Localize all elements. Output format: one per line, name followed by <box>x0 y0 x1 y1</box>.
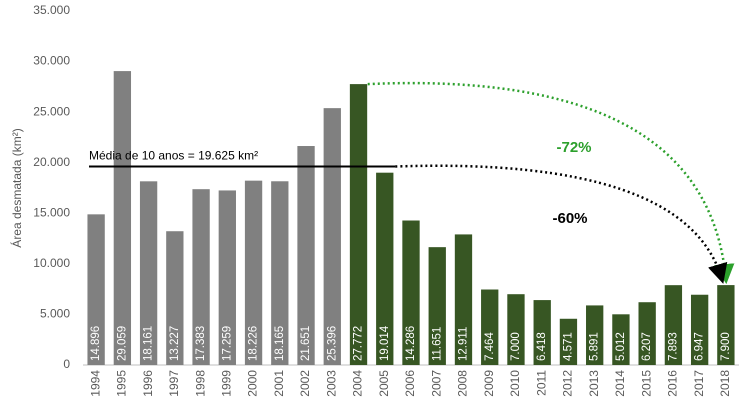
x-tick-label: 1997 <box>167 370 181 397</box>
value-label: 6.207 <box>641 332 653 361</box>
x-tick-label: 2004 <box>351 370 365 397</box>
bar <box>349 84 368 366</box>
x-tick-label: 2009 <box>482 370 496 397</box>
x-tick-label: 1999 <box>219 370 233 397</box>
y-tick-label: 25.000 <box>33 104 70 118</box>
value-label: 6.418 <box>536 332 548 361</box>
bar <box>218 190 236 365</box>
y-tick-label: 30.000 <box>33 54 70 68</box>
bar <box>166 231 184 365</box>
bar <box>664 285 683 365</box>
x-tick-label: 2013 <box>587 370 601 397</box>
x-tick-label: 2016 <box>666 370 680 397</box>
value-label: 7.000 <box>510 332 522 361</box>
bar <box>323 108 341 365</box>
value-label: 21.651 <box>300 326 312 361</box>
y-tick-label: 5.000 <box>40 307 70 321</box>
value-label: 18.165 <box>274 326 286 361</box>
value-label: 5.012 <box>615 332 627 361</box>
bar <box>139 181 158 365</box>
value-label: 18.226 <box>248 326 260 361</box>
x-tick-label: 2011 <box>534 370 548 396</box>
value-label: 7.900 <box>720 332 732 361</box>
x-tick-label: 2010 <box>508 370 522 397</box>
bar <box>454 234 473 365</box>
y-tick-label: 10.000 <box>33 256 70 270</box>
arrow-label: -60% <box>552 210 587 227</box>
x-tick-label: 1998 <box>193 370 207 397</box>
y-axis-title: Área desmatada (km²) <box>9 128 24 247</box>
value-label: 5.891 <box>589 332 601 361</box>
x-tick-label: 2008 <box>456 370 470 397</box>
x-tick-label: 2002 <box>298 370 312 397</box>
x-tick-label: 2014 <box>613 370 627 397</box>
bar <box>297 146 315 365</box>
bar <box>690 294 709 365</box>
x-tick-label: 2001 <box>272 370 286 397</box>
x-tick-label: 2012 <box>561 370 575 397</box>
value-label: 6.947 <box>694 332 706 361</box>
bar <box>192 189 210 365</box>
x-tick-label: 2007 <box>429 370 443 397</box>
value-label: 4.571 <box>562 332 574 361</box>
x-tick-label: 2018 <box>718 370 732 397</box>
bar <box>402 220 420 365</box>
bar <box>428 247 446 365</box>
value-label: 27.772 <box>353 326 365 361</box>
value-label: 29.059 <box>116 326 128 361</box>
y-tick-label: 35.000 <box>33 3 70 17</box>
bar <box>533 300 551 365</box>
bar <box>586 305 604 365</box>
y-tick-label: 20.000 <box>33 155 70 169</box>
bar <box>507 294 525 365</box>
y-tick-label: 15.000 <box>33 205 70 219</box>
x-tick-label: 2015 <box>639 370 653 397</box>
bar <box>559 318 578 365</box>
value-label: 7.893 <box>667 332 679 361</box>
value-label: 18.161 <box>143 326 155 361</box>
bar <box>244 180 263 365</box>
y-tick-label: 0 <box>63 357 70 371</box>
arrow <box>395 164 728 284</box>
value-label: 7.464 <box>484 332 496 361</box>
mean-label: Média de 10 anos = 19.625 km² <box>89 149 258 163</box>
value-label: 14.896 <box>90 326 102 361</box>
bar <box>87 214 105 365</box>
bar <box>376 172 394 365</box>
value-label: 12.911 <box>458 327 470 361</box>
x-tick-label: 2006 <box>403 370 417 397</box>
bar <box>271 181 289 365</box>
value-label: 25.396 <box>326 326 338 361</box>
value-label: 13.227 <box>169 326 181 361</box>
value-label: 19.014 <box>379 325 391 361</box>
bar <box>717 285 735 365</box>
x-tick-label: 2017 <box>692 370 706 397</box>
arrow <box>367 81 735 285</box>
bar <box>612 314 630 365</box>
x-tick-label: 2005 <box>377 370 391 397</box>
bar <box>113 71 132 365</box>
bar <box>481 289 499 365</box>
value-label: 14.286 <box>405 326 417 361</box>
value-label: 11.651 <box>431 327 443 361</box>
x-tick-label: 2003 <box>324 370 338 397</box>
arrow-label: -72% <box>556 139 591 156</box>
value-label: 17.383 <box>195 326 207 361</box>
x-tick-label: 1995 <box>115 370 129 397</box>
bar <box>638 302 656 365</box>
x-tick-label: 1996 <box>141 370 155 397</box>
x-tick-label: 1994 <box>88 370 102 397</box>
x-tick-label: 2000 <box>246 370 260 397</box>
value-label: 17.259 <box>221 326 233 361</box>
